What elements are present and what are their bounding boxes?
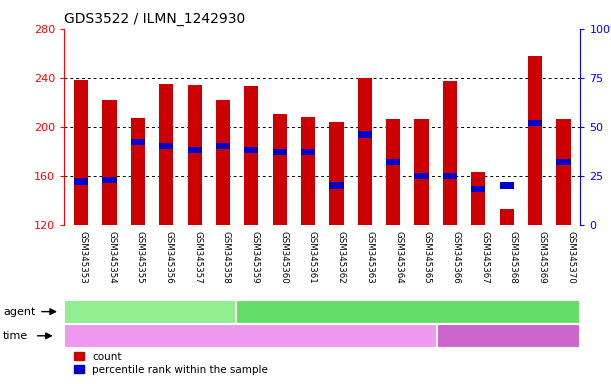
Text: GSM345366: GSM345366 [452, 231, 460, 283]
Text: GSM345353: GSM345353 [78, 231, 87, 283]
Text: GSM345365: GSM345365 [423, 231, 432, 283]
Bar [329, 122, 343, 225]
Bar [471, 186, 485, 192]
Bar [216, 143, 230, 149]
Text: agent: agent [3, 306, 35, 317]
Bar [74, 80, 88, 225]
Text: GSM345362: GSM345362 [337, 231, 346, 283]
Bar [301, 149, 315, 155]
Bar [386, 159, 400, 165]
Bar [159, 84, 174, 225]
Bar [358, 131, 372, 137]
Text: 2 h: 2 h [242, 331, 260, 341]
Bar [273, 149, 287, 155]
Text: GSM345368: GSM345368 [509, 231, 518, 283]
Text: GSM345363: GSM345363 [365, 231, 375, 283]
Text: time: time [3, 331, 28, 341]
Bar [528, 120, 542, 126]
Text: GSM345358: GSM345358 [222, 231, 231, 283]
Text: 4 h: 4 h [500, 331, 518, 341]
Text: GSM345357: GSM345357 [193, 231, 202, 283]
Text: GDS3522 / ILMN_1242930: GDS3522 / ILMN_1242930 [64, 12, 246, 26]
Bar [131, 139, 145, 146]
Text: control: control [131, 306, 169, 317]
Text: GSM345369: GSM345369 [538, 231, 546, 283]
Text: GSM345359: GSM345359 [251, 231, 260, 283]
Bar [386, 119, 400, 225]
Text: GSM345360: GSM345360 [279, 231, 288, 283]
Bar [74, 179, 88, 185]
Text: GSM345356: GSM345356 [164, 231, 174, 283]
Bar [471, 172, 485, 225]
Bar [500, 182, 514, 189]
Bar [358, 78, 372, 225]
Bar [414, 119, 429, 225]
Text: GSM345364: GSM345364 [394, 231, 403, 283]
Bar [188, 85, 202, 225]
Bar [528, 56, 542, 225]
Bar [443, 173, 457, 179]
Bar [414, 173, 429, 179]
Text: GSM345355: GSM345355 [136, 231, 145, 283]
Bar [103, 100, 117, 225]
Bar [329, 182, 343, 189]
Bar [301, 117, 315, 225]
Text: GSM345370: GSM345370 [566, 231, 575, 283]
Bar [244, 147, 258, 153]
Bar [131, 118, 145, 225]
Bar [216, 100, 230, 225]
Bar [188, 147, 202, 153]
Bar [159, 143, 174, 149]
Text: GSM345361: GSM345361 [308, 231, 317, 283]
Bar [557, 119, 571, 225]
Text: NTHi: NTHi [395, 306, 422, 317]
Legend: count, percentile rank within the sample: count, percentile rank within the sample [70, 348, 273, 379]
Text: GSM345354: GSM345354 [107, 231, 116, 283]
Bar [557, 159, 571, 165]
Text: GSM345367: GSM345367 [480, 231, 489, 283]
Bar [443, 81, 457, 225]
Bar [244, 86, 258, 225]
Bar [103, 177, 117, 183]
Bar [273, 114, 287, 225]
Bar [500, 209, 514, 225]
